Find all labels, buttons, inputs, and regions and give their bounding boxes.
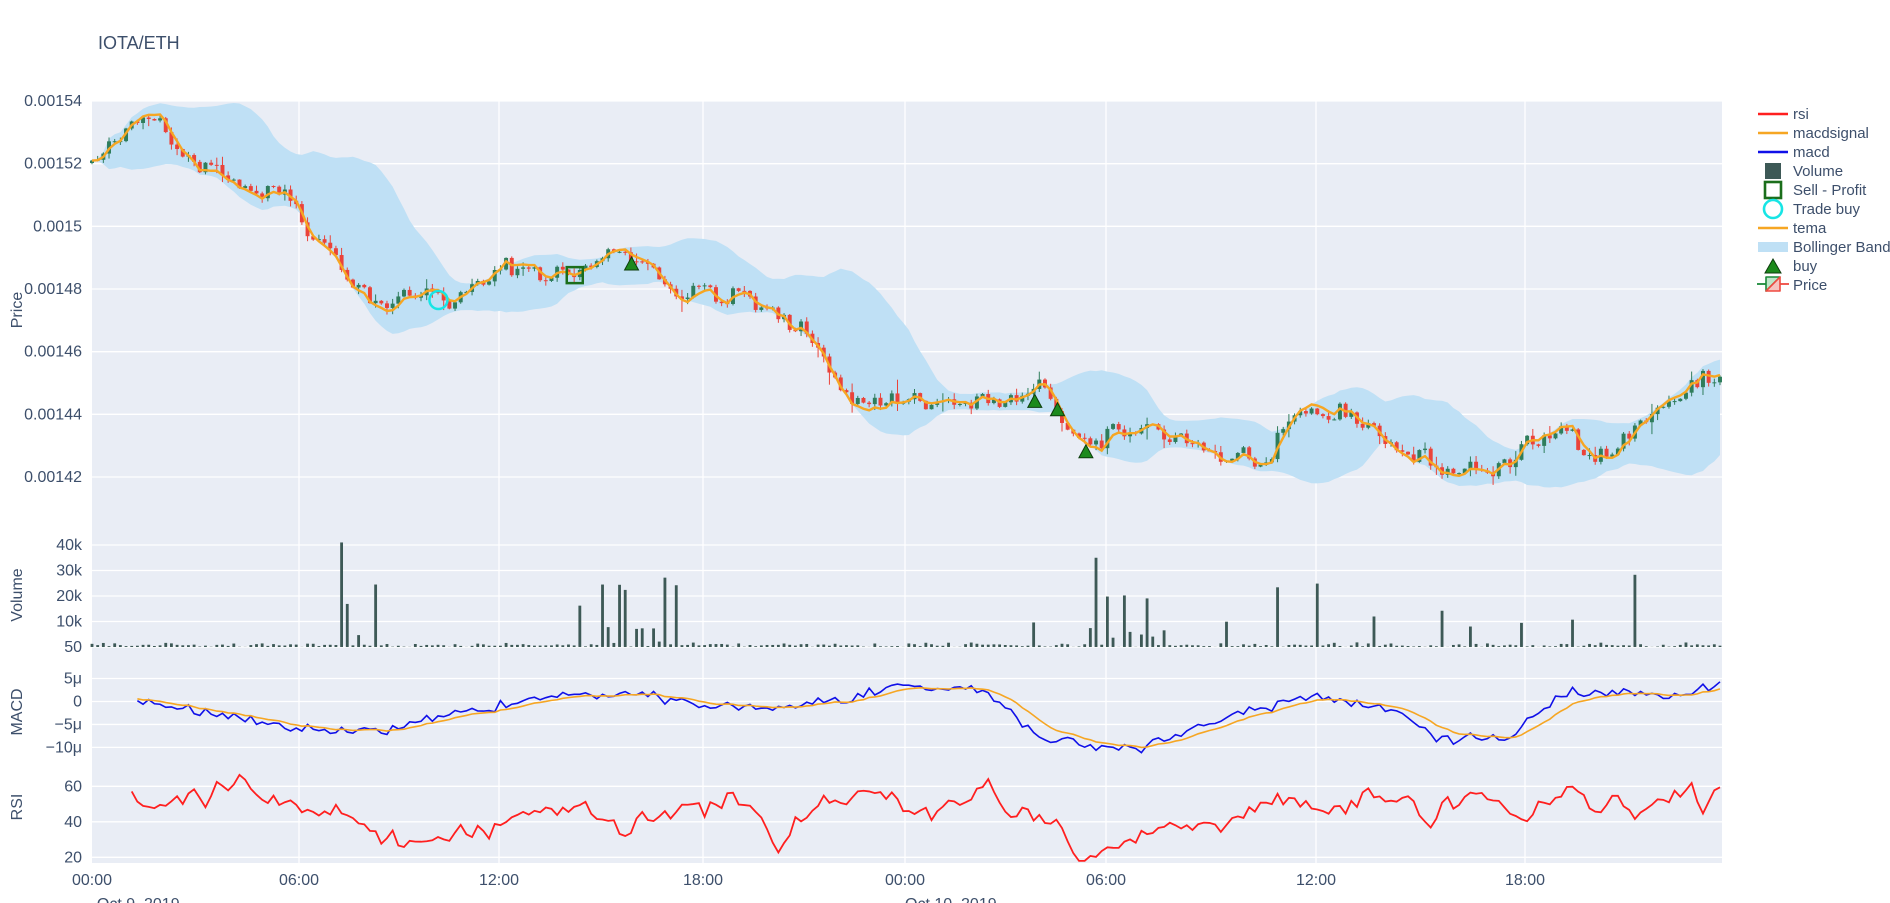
svg-text:macd: macd bbox=[1793, 144, 1830, 161]
svg-text:Sell - Profit: Sell - Profit bbox=[1793, 182, 1867, 199]
svg-text:Volume: Volume bbox=[1793, 163, 1843, 180]
svg-text:Bollinger Band: Bollinger Band bbox=[1793, 239, 1890, 256]
svg-text:rsi: rsi bbox=[1793, 106, 1809, 123]
svg-text:Trade buy: Trade buy bbox=[1793, 201, 1860, 218]
svg-text:tema: tema bbox=[1793, 220, 1827, 237]
svg-text:Price: Price bbox=[1793, 277, 1827, 294]
svg-text:macdsignal: macdsignal bbox=[1793, 125, 1869, 142]
svg-text:buy: buy bbox=[1793, 258, 1818, 275]
